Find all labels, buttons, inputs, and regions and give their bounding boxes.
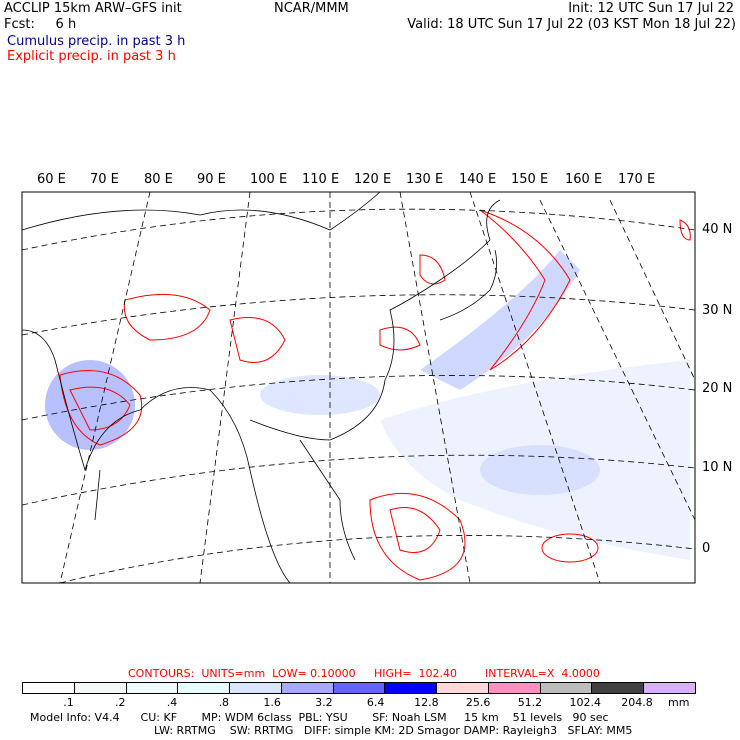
model-info-line1: Model Info: V4.4 CU: KF MP: WDM 6class P… xyxy=(30,711,609,724)
lat-label: 40 N xyxy=(702,222,733,237)
valid-time: Valid: 18 UTC Sun 17 Jul 22 (03 KST Mon … xyxy=(407,17,736,32)
colorbar-label: .1 xyxy=(63,696,74,709)
colorbar-label: 12.8 xyxy=(414,696,439,709)
colorbar-cell xyxy=(591,682,645,694)
colorbar-label: 51.2 xyxy=(517,696,543,709)
init-time: Init: 12 UTC Sun 17 Jul 22 xyxy=(568,1,734,16)
lon-label: 120 E xyxy=(354,172,392,187)
colorbar-label: 3.2 xyxy=(315,696,333,709)
lat-label: 10 N xyxy=(702,460,733,475)
colorbar-cell xyxy=(73,682,127,694)
coastlines xyxy=(21,191,501,584)
contour-interval: INTERVAL=X 4.0000 xyxy=(485,667,600,680)
colorbar-cell xyxy=(539,682,593,694)
colorbar-label: .4 xyxy=(166,696,178,709)
forecast-hour: Fcst: 6 h xyxy=(4,17,77,32)
lon-label: 170 E xyxy=(618,172,656,187)
contour-high: HIGH= 102.40 xyxy=(374,667,458,680)
colorbar-cell xyxy=(177,682,231,694)
colorbar-cell xyxy=(436,682,489,694)
legend-explicit: Explicit precip. in past 3 h xyxy=(7,49,176,64)
lon-label: 70 E xyxy=(90,172,119,187)
model-title: ACCLIP 15km ARW–GFS init xyxy=(4,1,182,16)
lon-label: 60 E xyxy=(37,172,66,187)
colorbar-cell xyxy=(643,682,696,694)
colorbar-label: .8 xyxy=(218,696,230,709)
colorbar-label: 1.6 xyxy=(263,696,281,709)
lon-label: 150 E xyxy=(511,172,549,187)
lat-label: 0 xyxy=(702,541,711,556)
lat-label: 30 N xyxy=(702,303,733,318)
colorbar-label: 25.6 xyxy=(465,696,491,709)
colorbar-cell xyxy=(332,682,386,694)
colorbar-label: .2 xyxy=(115,696,126,709)
lon-label: 110 E xyxy=(302,172,340,187)
colorbar-cell xyxy=(280,682,334,694)
contour-units: CONTOURS: UNITS=mm LOW= 0.10000 xyxy=(128,667,356,680)
colorbar-cell xyxy=(229,682,282,694)
center-label: NCAR/MMM xyxy=(274,1,349,16)
colorbar-unit: mm xyxy=(668,696,690,709)
colorbar-cell xyxy=(22,682,75,694)
colorbar-label: 204.8 xyxy=(621,696,653,709)
colorbar-label: 6.4 xyxy=(366,696,385,709)
colorbar-cell xyxy=(125,682,179,694)
colorbar-cell xyxy=(384,682,438,694)
colorbar-label: 102.4 xyxy=(569,696,601,709)
lat-label: 20 N xyxy=(702,381,733,396)
explicit-precip-contours xyxy=(59,209,691,581)
lat-lon-grid xyxy=(21,191,696,584)
lon-label: 80 E xyxy=(144,172,173,187)
lon-label: 160 E xyxy=(565,172,603,187)
colorbar-cell xyxy=(487,682,541,694)
lon-label: 140 E xyxy=(459,172,497,187)
model-info-line2: LW: RRTMG SW: RRTMG DIFF: simple KM: 2D … xyxy=(154,724,633,737)
lon-label: 130 E xyxy=(406,172,444,187)
lon-label: 100 E xyxy=(250,172,288,187)
legend-cumulus: Cumulus precip. in past 3 h xyxy=(7,34,186,49)
cumulus-precip-areas xyxy=(45,250,690,560)
lon-label: 90 E xyxy=(197,172,226,187)
